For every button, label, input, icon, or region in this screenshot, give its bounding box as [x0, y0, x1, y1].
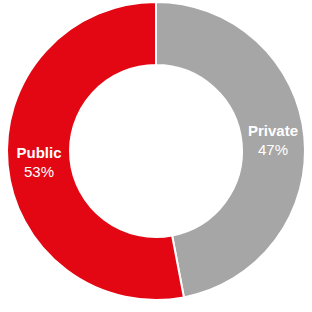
- slice: [156, 2, 305, 297]
- slice: [7, 2, 184, 300]
- chart-svg: Private 47% Public 53%: [0, 0, 312, 312]
- slice-value: 47%: [258, 141, 288, 158]
- slice-category: Private: [248, 122, 298, 139]
- slice-value: 53%: [24, 163, 54, 180]
- labels: Private 47% Public 53%: [17, 122, 298, 180]
- chart-container: Private 47% Public 53%: [0, 0, 312, 312]
- slice-category: Public: [17, 144, 62, 161]
- slices: [7, 2, 305, 300]
